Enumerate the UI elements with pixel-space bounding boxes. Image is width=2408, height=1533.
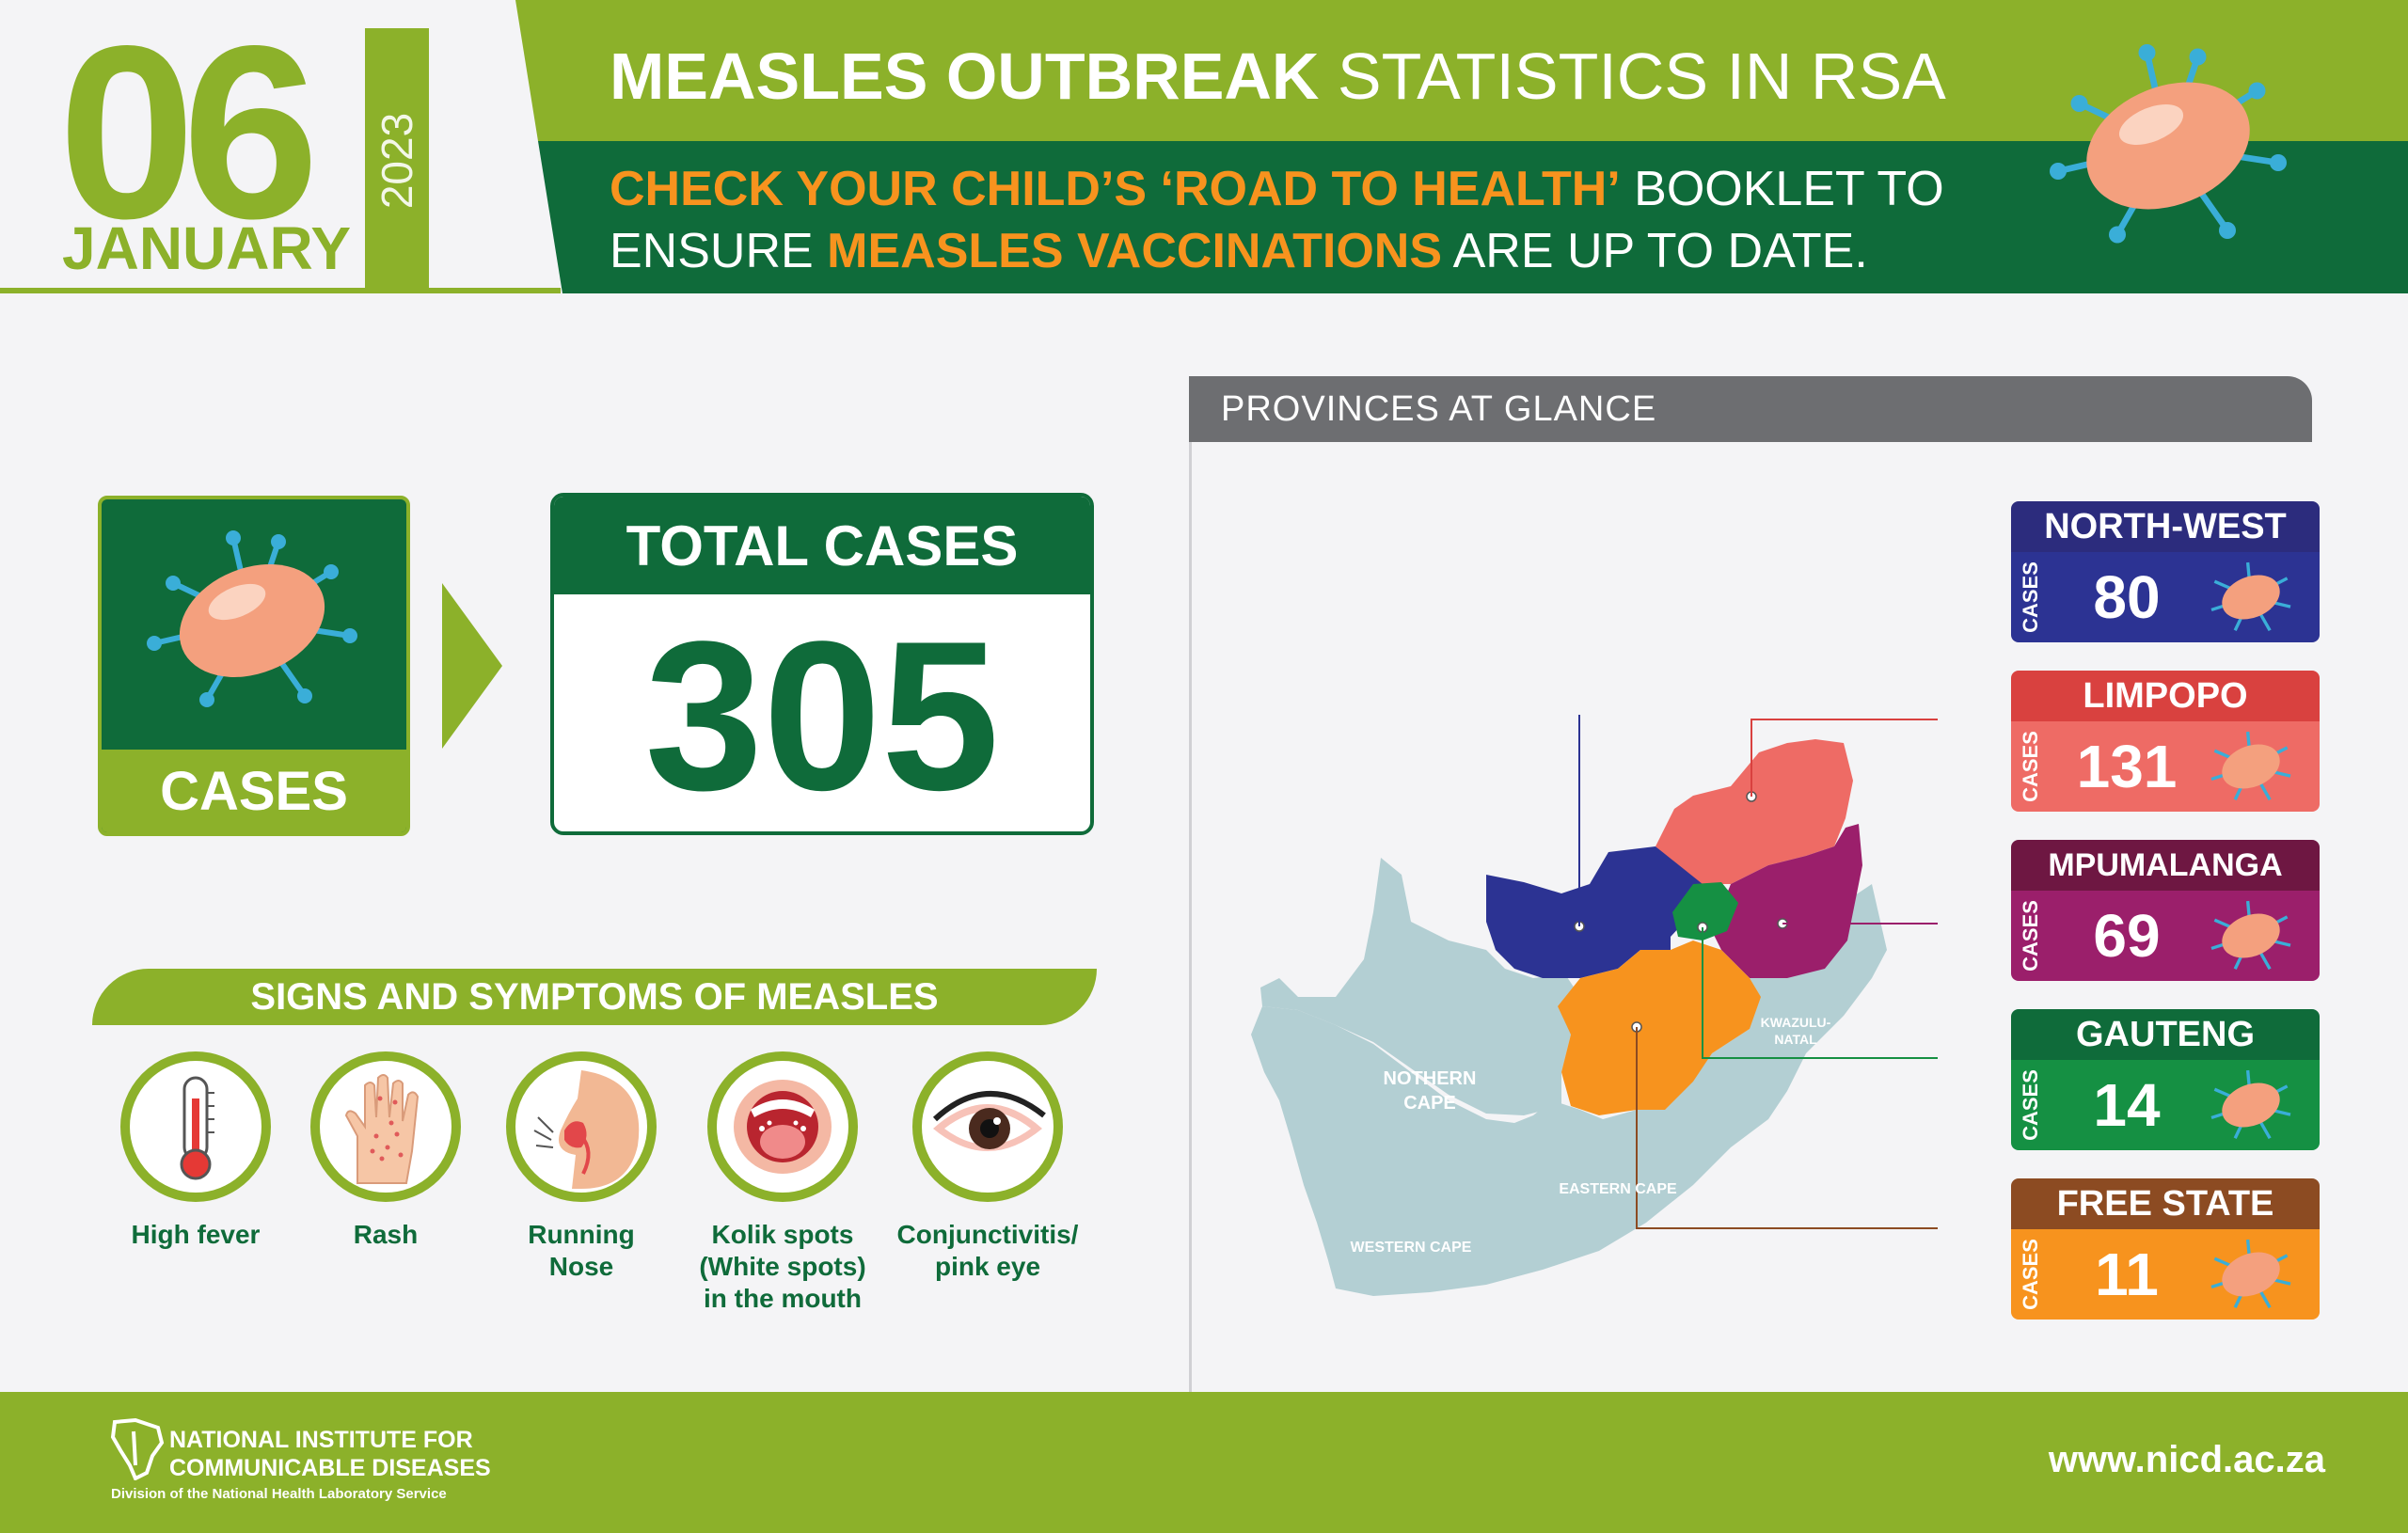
symptom-label: Conjunctivitis/ pink eye (896, 1220, 1079, 1281)
map-label-eastern-cape: EASTERN CAPE (1559, 1181, 1677, 1197)
province-card-north-west: NORTH-WEST CASES 80 (2011, 501, 2320, 642)
province-value: 14 (2093, 1071, 2161, 1139)
province-name: MPUMALANGA (2011, 840, 2320, 891)
map-limpopo (1656, 739, 1853, 884)
virus-icon (2210, 900, 2291, 971)
province-value: 131 (2076, 733, 2178, 800)
province-cases-label: CASES (2019, 731, 2043, 802)
map-northern-cape (1260, 858, 1580, 1115)
arrow-right-icon (442, 583, 502, 749)
total-cases-card: TOTAL CASES 305 (550, 493, 1094, 835)
virus-icon (2210, 1069, 2291, 1140)
mouth-icon (734, 1080, 832, 1174)
year-bar (365, 28, 429, 293)
province-name: FREE STATE (2011, 1178, 2320, 1229)
thermometer-icon (180, 1076, 214, 1180)
virus-icon (2210, 1239, 2291, 1309)
page-subtitle: CHECK YOUR CHILD’S ‘ROAD TO HEALTH’ BOOK… (610, 158, 1944, 282)
province-value: 80 (2093, 563, 2161, 631)
page-title: MEASLES OUTBREAK STATISTICS IN RSA (610, 43, 1946, 109)
map-gauteng (1672, 882, 1738, 940)
province-name: LIMPOPO (2011, 671, 2320, 721)
title-bold: MEASLES OUTBREAK (610, 40, 1320, 113)
nicd-logo-icon (110, 1418, 165, 1480)
province-value: 69 (2093, 902, 2161, 970)
virus-icon (2210, 561, 2291, 632)
map-mpumalanga (1712, 824, 1862, 978)
symptom-high-fever: High fever (92, 1051, 299, 1251)
header-band (515, 0, 2408, 293)
province-cases-label: CASES (2019, 1069, 2043, 1141)
symptom-conjunctivitis: Conjunctivitis/ pink eye (884, 1051, 1091, 1283)
symptom-label: High fever (131, 1220, 261, 1249)
cases-card: CASES (98, 496, 410, 836)
subtitle-rest-2: ARE UP TO DATE. (1442, 224, 1868, 278)
subtitle-highlight-1: CHECK YOUR CHILD’S ‘ROAD TO HEALTH’ (610, 162, 1621, 216)
footer-division: Division of the National Health Laborato… (111, 1486, 447, 1502)
province-card-free-state: FREE STATE CASES 11 (2011, 1178, 2320, 1320)
symptom-rash: Rash (282, 1051, 489, 1251)
date-month: JANUARY (62, 214, 351, 282)
virus-icon (147, 530, 357, 707)
total-cases-value: 305 (644, 596, 1000, 834)
virus-icon (2210, 731, 2291, 801)
south-africa-map (1251, 715, 1938, 1296)
nose-icon (533, 1070, 640, 1189)
date-day: 06 (58, 0, 319, 270)
eye-icon (932, 1091, 1046, 1151)
provinces-divider (1189, 376, 1192, 1392)
map-label-kzn: KWAZULU- NATAL (1760, 1015, 1831, 1047)
province-cases-label: CASES (2019, 561, 2043, 633)
province-card-limpopo: LIMPOPO CASES 131 (2011, 671, 2320, 812)
total-cases-title: TOTAL CASES (554, 497, 1090, 594)
province-name: GAUTENG (2011, 1009, 2320, 1060)
province-cases-label: CASES (2019, 900, 2043, 972)
date-underline (0, 288, 561, 293)
footer-website-link[interactable]: www.nicd.ac.za (2048, 1439, 2325, 1480)
subtitle-pre-2: ENSURE (610, 224, 828, 278)
province-card-mpumalanga: MPUMALANGA CASES 69 (2011, 840, 2320, 981)
title-rest: STATISTICS IN RSA (1319, 40, 1946, 113)
symptom-label: Kolik spots (White spots) in the mouth (699, 1220, 866, 1313)
province-value: 11 (2095, 1241, 2159, 1308)
virus-icon (2050, 44, 2287, 244)
provinces-title: PROVINCES AT GLANCE (1221, 388, 1657, 429)
hand-rash-icon (344, 1074, 420, 1184)
map-label-western-cape: WESTERN CAPE (1350, 1240, 1472, 1256)
subtitle-highlight-2: MEASLES VACCINATIONS (827, 224, 1443, 278)
map-free-state (1558, 940, 1761, 1115)
province-name: NORTH-WEST (2011, 501, 2320, 552)
symptoms-title: SIGNS AND SYMPTOMS OF MEASLES (92, 969, 1097, 1025)
province-card-gauteng: GAUTENG CASES 14 (2011, 1009, 2320, 1150)
provinces-header (1189, 376, 2312, 442)
date-year: 2023 (372, 112, 421, 210)
subtitle-rest-1: BOOKLET TO (1620, 162, 1944, 216)
province-cases-label: CASES (2019, 1239, 2043, 1310)
symptom-running-nose: Running Nose (478, 1051, 685, 1283)
map-north-west (1486, 846, 1712, 978)
cases-label: CASES (160, 760, 348, 822)
map-label-northern-cape: NOTHERN CAPE (1383, 1068, 1477, 1114)
symptom-label: Running Nose (528, 1220, 635, 1281)
footer (0, 1392, 2408, 1533)
symptom-label: Rash (353, 1220, 419, 1249)
symptom-kolik-spots: Kolik spots (White spots) in the mouth (679, 1051, 886, 1315)
map-western-eastern-cape (1251, 950, 1887, 1296)
footer-organisation: NATIONAL INSTITUTE FOR COMMUNICABLE DISE… (169, 1427, 491, 1481)
